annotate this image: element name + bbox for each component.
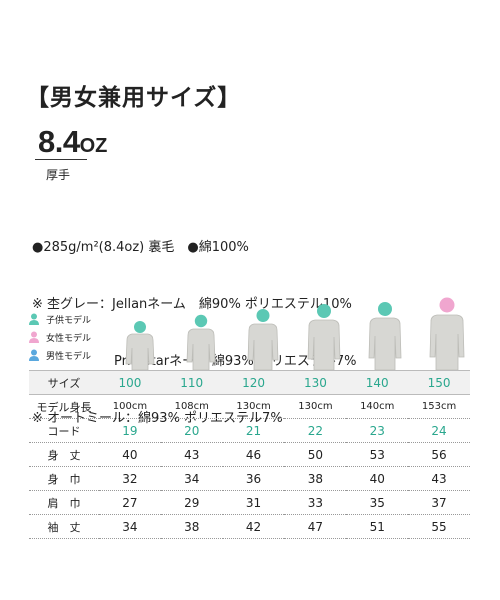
sleeve-length-row: 袖 丈 34 38 42 47 51 55 bbox=[29, 514, 470, 539]
measure-cell: 42 bbox=[222, 514, 285, 539]
legend-label-male: 男性モデル bbox=[46, 351, 92, 362]
model-height-cell: 140cm bbox=[346, 394, 409, 419]
legend-item-female: 女性モデル bbox=[28, 328, 91, 346]
size-cell: 120 bbox=[222, 370, 285, 395]
body-width-label: 身 巾 bbox=[29, 466, 99, 491]
size-cell: 110 bbox=[160, 370, 223, 395]
model-height-cell: 130cm bbox=[222, 394, 285, 419]
model-height-row: モデル身長 100cm 108cm 130cm 130cm 140cm 153c… bbox=[29, 394, 470, 419]
model-figure-110 bbox=[186, 314, 216, 370]
size-cell: 130 bbox=[284, 370, 347, 395]
female-model-icon bbox=[29, 331, 39, 343]
model-figure-130 bbox=[307, 304, 341, 370]
code-cell: 19 bbox=[99, 418, 161, 443]
body-length-row: 身 丈 40 43 46 50 53 56 bbox=[29, 442, 470, 467]
measure-cell: 53 bbox=[346, 442, 409, 467]
code-cell: 23 bbox=[346, 418, 409, 443]
measure-cell: 55 bbox=[408, 514, 470, 539]
weight-divider bbox=[35, 159, 87, 160]
size-cell: 150 bbox=[408, 370, 470, 395]
fabric-weight-value: 8.4 bbox=[38, 124, 80, 159]
measure-cell: 34 bbox=[99, 514, 161, 539]
measure-cell: 32 bbox=[99, 466, 161, 491]
size-cell: 140 bbox=[346, 370, 409, 395]
size-label: サイズ bbox=[29, 370, 99, 395]
model-height-cell: 130cm bbox=[284, 394, 347, 419]
size-row: サイズ 100 110 120 130 140 150 bbox=[29, 370, 470, 395]
model-height-cell: 108cm bbox=[160, 394, 223, 419]
measure-cell: 36 bbox=[222, 466, 285, 491]
legend-item-male: 男性モデル bbox=[28, 346, 91, 364]
measure-cell: 40 bbox=[99, 442, 161, 467]
fabric-weight: 8.4OZ bbox=[38, 124, 107, 160]
measure-cell: 47 bbox=[284, 514, 347, 539]
measure-cell: 46 bbox=[222, 442, 285, 467]
measure-cell: 56 bbox=[408, 442, 470, 467]
measure-cell: 29 bbox=[160, 490, 223, 515]
code-cell: 24 bbox=[408, 418, 470, 443]
body-length-label: 身 丈 bbox=[29, 442, 99, 467]
measure-cell: 43 bbox=[408, 466, 470, 491]
model-height-cell: 100cm bbox=[99, 394, 161, 419]
legend-label-female: 女性モデル bbox=[46, 333, 92, 344]
shoulder-width-label: 肩 巾 bbox=[29, 490, 99, 515]
model-figure-120 bbox=[247, 309, 279, 370]
child-model-icon bbox=[29, 313, 39, 325]
shoulder-width-row: 肩 巾 27 29 31 33 35 37 bbox=[29, 490, 470, 515]
sleeve-length-label: 袖 丈 bbox=[29, 514, 99, 539]
model-height-cell: 153cm bbox=[408, 394, 470, 419]
male-model-icon bbox=[29, 349, 39, 361]
fabric-thickness: 厚手 bbox=[46, 168, 71, 182]
code-cell: 21 bbox=[222, 418, 285, 443]
measure-cell: 51 bbox=[346, 514, 409, 539]
measure-cell: 43 bbox=[160, 442, 223, 467]
measure-cell: 38 bbox=[160, 514, 223, 539]
legend-label-child: 子供モデル bbox=[46, 315, 92, 326]
model-figure-100 bbox=[125, 321, 155, 370]
measure-cell: 50 bbox=[284, 442, 347, 467]
measure-cell: 35 bbox=[346, 490, 409, 515]
fabric-weight-unit: OZ bbox=[79, 135, 108, 157]
measure-cell: 34 bbox=[160, 466, 223, 491]
measure-cell: 31 bbox=[222, 490, 285, 515]
spec-line-weight: ●285g/m²(8.4oz) 裏毛 ●綿100% bbox=[32, 240, 249, 255]
measure-cell: 40 bbox=[346, 466, 409, 491]
code-label: コード bbox=[29, 418, 99, 443]
code-row: コード 19 20 21 22 23 24 bbox=[29, 418, 470, 443]
code-cell: 20 bbox=[160, 418, 223, 443]
model-figure-140 bbox=[368, 302, 402, 370]
measure-cell: 33 bbox=[284, 490, 347, 515]
measure-cell: 38 bbox=[284, 466, 347, 491]
measure-cell: 27 bbox=[99, 490, 161, 515]
size-cell: 100 bbox=[99, 370, 161, 395]
size-table: サイズ 100 110 120 130 140 150 モデル身長 100cm … bbox=[29, 370, 470, 539]
page-title: 【男女兼用サイズ】 bbox=[26, 85, 242, 111]
legend-item-child: 子供モデル bbox=[28, 310, 91, 328]
model-figure-150 bbox=[429, 297, 465, 370]
code-cell: 22 bbox=[284, 418, 347, 443]
body-width-row: 身 巾 32 34 36 38 40 43 bbox=[29, 466, 470, 491]
measure-cell: 37 bbox=[408, 490, 470, 515]
model-legend: 子供モデル 女性モデル 男性モデル bbox=[28, 310, 91, 364]
model-height-label: モデル身長 bbox=[29, 394, 99, 419]
